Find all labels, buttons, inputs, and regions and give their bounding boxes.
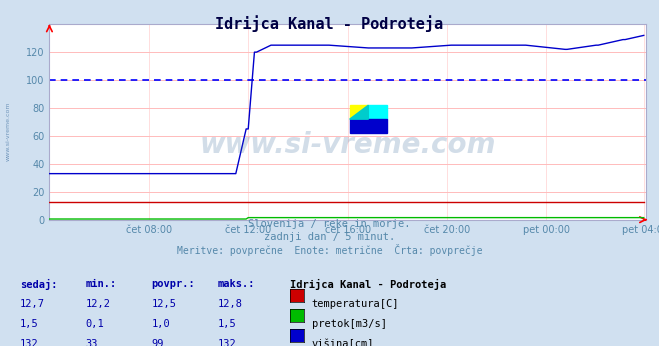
Text: www.si-vreme.com: www.si-vreme.com <box>200 131 496 160</box>
Text: Meritve: povprečne  Enote: metrične  Črta: povprečje: Meritve: povprečne Enote: metrične Črta:… <box>177 244 482 256</box>
Text: 12,8: 12,8 <box>217 299 243 309</box>
Text: Idrijca Kanal - Podroteja: Idrijca Kanal - Podroteja <box>215 16 444 33</box>
Text: Slovenija / reke in morje.: Slovenija / reke in morje. <box>248 219 411 229</box>
Text: temperatura[C]: temperatura[C] <box>312 299 399 309</box>
Text: 132: 132 <box>20 339 38 346</box>
Text: 12,2: 12,2 <box>86 299 111 309</box>
Text: sedaj:: sedaj: <box>20 279 57 290</box>
Text: 0,1: 0,1 <box>86 319 104 329</box>
Text: 1,5: 1,5 <box>217 319 236 329</box>
Text: min.:: min.: <box>86 279 117 289</box>
Text: www.si-vreme.com: www.si-vreme.com <box>5 102 11 161</box>
Bar <box>368 105 387 119</box>
Text: 1,5: 1,5 <box>20 319 38 329</box>
Text: maks.:: maks.: <box>217 279 255 289</box>
Text: 132: 132 <box>217 339 236 346</box>
Polygon shape <box>350 105 368 119</box>
Bar <box>350 105 368 119</box>
Bar <box>350 119 387 133</box>
Text: 33: 33 <box>86 339 98 346</box>
Text: Idrijca Kanal - Podroteja: Idrijca Kanal - Podroteja <box>290 279 446 290</box>
Text: povpr.:: povpr.: <box>152 279 195 289</box>
Text: pretok[m3/s]: pretok[m3/s] <box>312 319 387 329</box>
Text: 99: 99 <box>152 339 164 346</box>
Text: 12,7: 12,7 <box>20 299 45 309</box>
Text: 1,0: 1,0 <box>152 319 170 329</box>
Text: višina[cm]: višina[cm] <box>312 339 374 346</box>
Text: zadnji dan / 5 minut.: zadnji dan / 5 minut. <box>264 233 395 243</box>
Text: 12,5: 12,5 <box>152 299 177 309</box>
